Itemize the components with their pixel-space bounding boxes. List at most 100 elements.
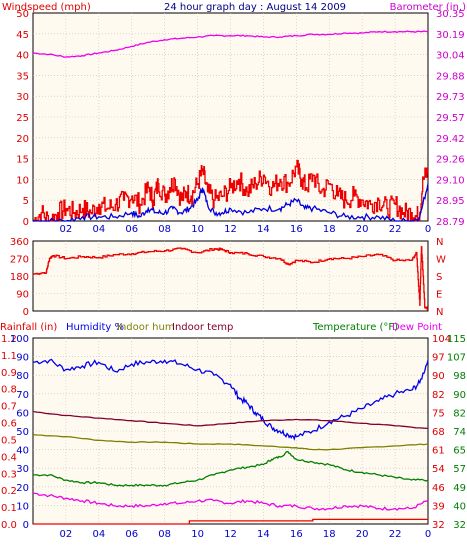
temperature-series [33, 450, 429, 487]
humidity-tick-label: 0 [23, 520, 29, 531]
rain-tick-label: 0.1 [1, 503, 17, 514]
humidity-tick-label: 60 [16, 408, 29, 419]
wind-x-tick-label: 04 [92, 224, 105, 235]
legend-humidity: Humidity % [66, 322, 124, 333]
temp-tick-label-a: 104 [432, 334, 451, 345]
rain-tick-label: 0.8 [1, 385, 17, 396]
direction-series [33, 246, 429, 311]
indoor-temp-series [32, 410, 429, 430]
climate-x-tick-label: 14 [257, 529, 270, 540]
temp-tick-label-a: 97 [432, 353, 445, 364]
compass-tick-label: W [436, 255, 446, 266]
rain-tick-label: 0.2 [1, 486, 17, 497]
wind-tick-label: 20 [16, 134, 29, 145]
climate-x-tick-label: 04 [92, 529, 105, 540]
temp-tick-label-a: 90 [432, 371, 445, 382]
temp-tick-label-b: 49 [453, 483, 466, 494]
wind-x-tick-label: 20 [356, 224, 369, 235]
wind-axis-label: Windspeed (mph) [2, 2, 91, 13]
climate-x-tick-label: 08 [158, 529, 171, 540]
barometer-tick-label: 29.26 [436, 155, 465, 166]
rain-tick-label: 1.1 [1, 351, 17, 362]
wind-tick-label: 25 [16, 113, 29, 124]
compass-tick-label: S [436, 272, 442, 283]
temp-tick-label-a: 54 [432, 464, 445, 475]
temp-tick-label-b: 82 [453, 408, 466, 419]
climate-x-tick-label: 02 [60, 529, 73, 540]
direction-tick-label: 180 [10, 272, 29, 283]
legend-temperature: Temperature (°F) [312, 322, 398, 333]
humidity-tick-label: 30 [16, 464, 29, 475]
climate-x-tick-label: 0 [425, 529, 431, 540]
wind-x-tick-label: 12 [224, 224, 237, 235]
temp-tick-label-b: 98 [453, 371, 466, 382]
humidity-tick-label: 80 [16, 371, 29, 382]
temp-tick-label-a: 82 [432, 390, 445, 401]
wind-tick-label: 45 [16, 30, 29, 41]
climate-x-tick-label: 22 [389, 529, 402, 540]
humidity-tick-label: 50 [16, 427, 29, 438]
direction-panel-frame [32, 240, 429, 312]
chart-title: 24 hour graph day : August 14 2009 [164, 2, 346, 13]
wind-x-tick-label: 16 [290, 224, 303, 235]
barometer-tick-label: 28.95 [436, 196, 465, 207]
temp-tick-label-a: 39 [432, 501, 445, 512]
temp-tick-label-a: 46 [432, 483, 445, 494]
humidity-tick-label: 100 [10, 334, 29, 345]
climate-x-tick-label: 06 [125, 529, 138, 540]
wind-x-tick-label: 10 [191, 224, 204, 235]
humidity-tick-label: 10 [16, 501, 29, 512]
compass-tick-label: N [436, 307, 443, 318]
legend-indoor-temp: Indoor temp [172, 322, 233, 333]
wind-x-tick-label: 02 [60, 224, 73, 235]
temp-tick-label-b: 115 [447, 334, 466, 345]
temp-tick-label-b: 107 [447, 353, 466, 364]
temp-tick-label-b: 40 [453, 501, 466, 512]
temp-tick-label-a: 68 [432, 427, 445, 438]
humidity-tick-label: 40 [16, 446, 29, 457]
climate-x-tick-label: 10 [191, 529, 204, 540]
indoor-hum-series [32, 434, 429, 451]
humidity-tick-label: 70 [16, 390, 29, 401]
temp-tick-label-a: 32 [432, 520, 445, 531]
gust-series [33, 183, 429, 223]
barometer-axis-label: Barometer (in.) [390, 2, 466, 13]
rain-tick-label: 0.4 [1, 452, 17, 463]
humidity-tick-label: 90 [16, 353, 29, 364]
barometer-tick-label: 29.73 [436, 92, 465, 103]
climate-x-tick-label: 18 [323, 529, 336, 540]
windspeed-series [33, 159, 429, 222]
humidity-tick-label: 20 [16, 483, 29, 494]
temp-tick-label-b: 57 [453, 464, 466, 475]
wind-tick-label: 30 [16, 92, 29, 103]
legend-indoor-hum: Indoor hum [117, 322, 175, 333]
temp-tick-label-b: 90 [453, 390, 466, 401]
rain-series [33, 518, 428, 525]
compass-tick-label: N [436, 237, 443, 248]
barometer-tick-label: 28.79 [436, 217, 465, 228]
rain-tick-label: 0.0 [1, 520, 17, 531]
barometer-tick-label: 30.35 [436, 9, 465, 20]
wind-x-tick-label: 14 [257, 224, 270, 235]
rain-tick-label: 0.9 [1, 368, 17, 379]
wind-x-tick-label: 08 [158, 224, 171, 235]
wind-x-tick-label: 18 [323, 224, 336, 235]
barometer-series [32, 30, 429, 58]
wind-tick-label: 40 [16, 51, 29, 62]
wind-x-tick-label: 0 [425, 224, 431, 235]
wind-x-tick-label: 06 [125, 224, 138, 235]
direction-tick-label: 90 [16, 290, 29, 301]
dew-point-series [32, 492, 429, 511]
wind-tick-label: 50 [16, 9, 29, 20]
direction-tick-label: 360 [10, 237, 29, 248]
rain-tick-label: 0.5 [1, 435, 17, 446]
wind-tick-label: 35 [16, 71, 29, 82]
compass-tick-label: E [436, 290, 442, 301]
wind-tick-label: 5 [23, 196, 29, 207]
direction-tick-label: 0 [23, 307, 29, 318]
barometer-tick-label: 29.42 [436, 134, 465, 145]
barometer-tick-label: 29.88 [436, 71, 465, 82]
legend-dew-point: Dew Point [392, 322, 442, 333]
climate-x-tick-label: 20 [356, 529, 369, 540]
